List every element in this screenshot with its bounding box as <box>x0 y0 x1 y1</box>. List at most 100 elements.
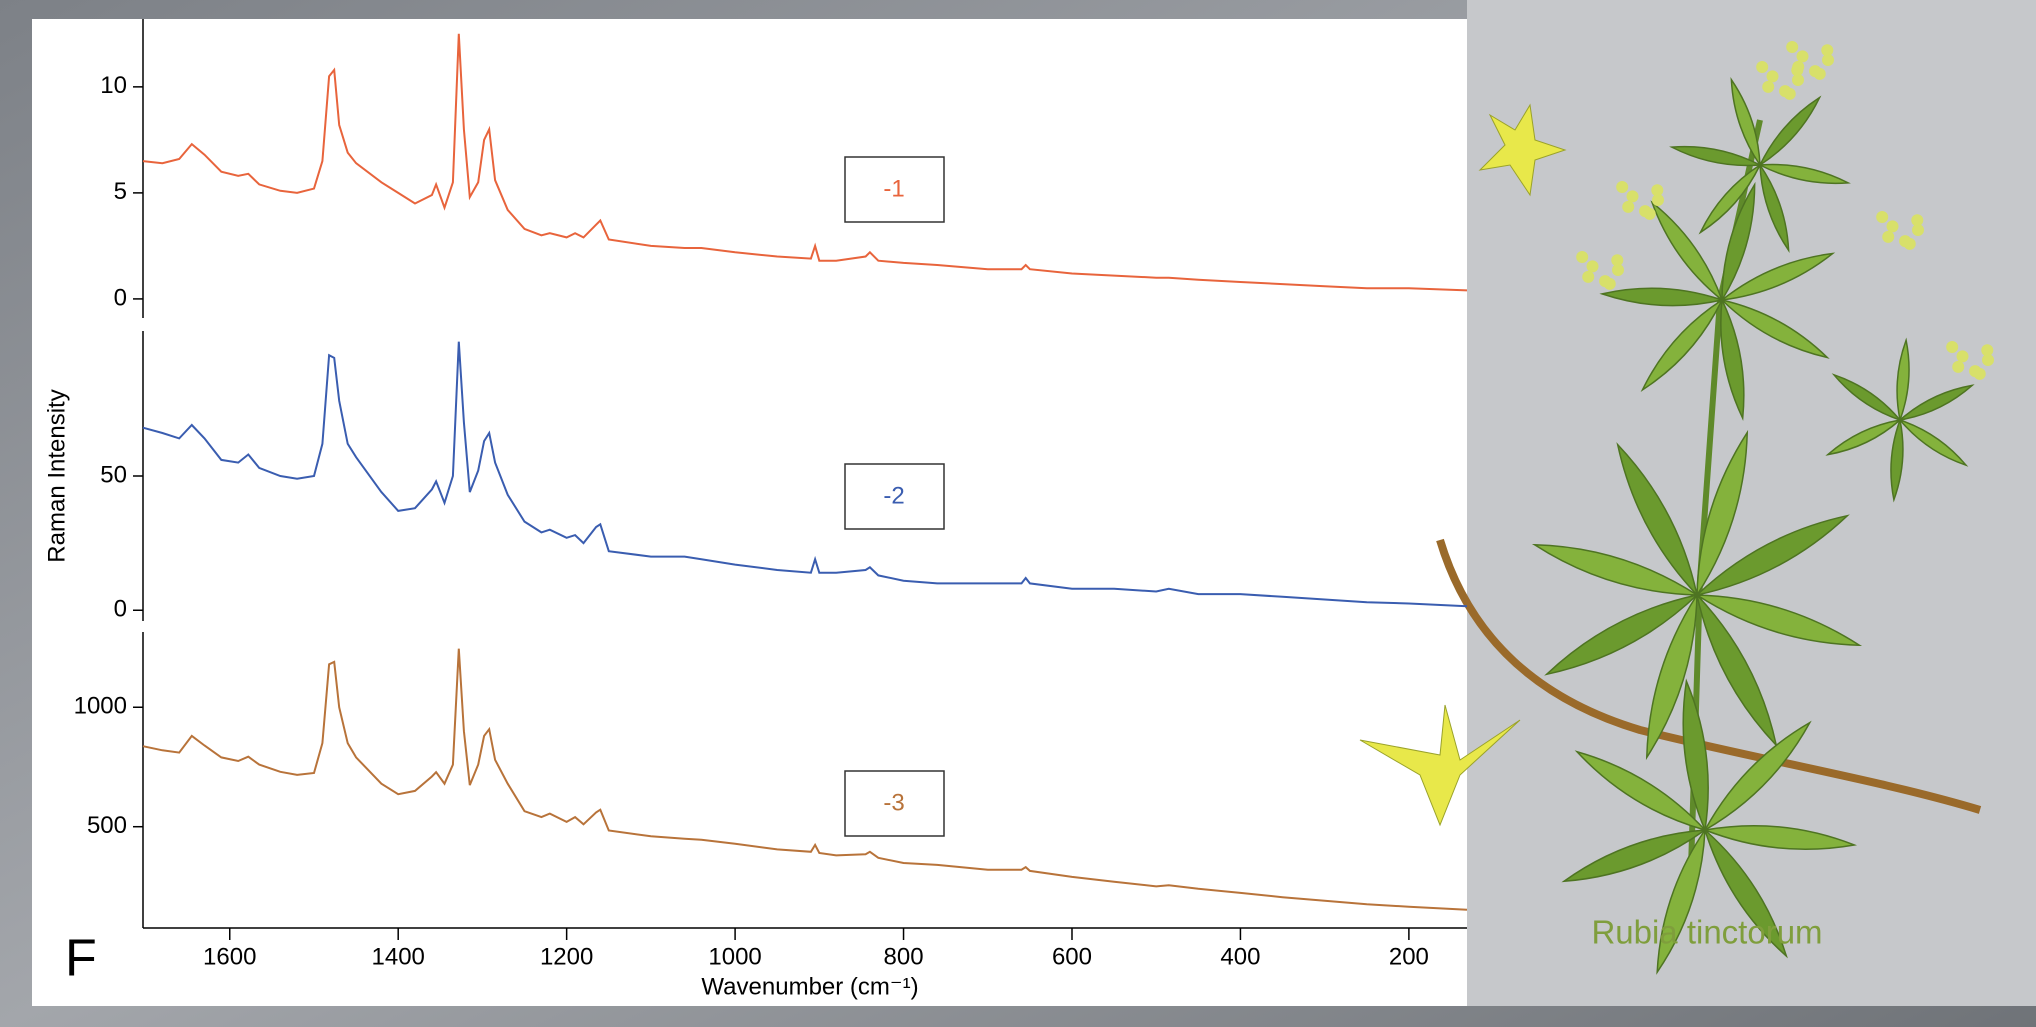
x-tick-label: 800 <box>884 943 924 970</box>
plots: 0 5 10 -1 0 50 -2 Raman Intensity 500 1000 -3 1600 1… <box>43 19 1468 1000</box>
flower-bud <box>1626 190 1639 203</box>
plant-illustration <box>1359 41 1994 975</box>
flower-bud <box>1616 181 1629 194</box>
leaf <box>1825 418 1903 456</box>
flower-bud <box>1576 251 1589 264</box>
x-tick-label: 1600 <box>203 943 256 970</box>
flower-bud <box>1586 260 1599 273</box>
leaf <box>1702 824 1858 851</box>
leaf <box>1831 373 1903 422</box>
leaf <box>1669 145 1763 167</box>
leaf <box>1682 678 1709 833</box>
flower-bud <box>1981 344 1994 357</box>
spectrum-line <box>142 33 1468 292</box>
flower-bud <box>1982 354 1994 366</box>
leaf <box>1890 417 1904 503</box>
spectrum-line <box>142 341 1468 608</box>
x-tick-label: 600 <box>1052 943 1092 970</box>
flower-bud <box>1876 211 1889 224</box>
leaf <box>1730 77 1761 168</box>
y-tick-label: 50 <box>100 461 127 488</box>
leaf <box>1721 181 1756 303</box>
flower-bud <box>1622 200 1635 213</box>
flower-bud <box>1651 184 1664 197</box>
y-tick-label: 0 <box>114 596 127 623</box>
leaf <box>1544 593 1700 676</box>
flower-bud <box>1821 44 1834 57</box>
leaf <box>1757 163 1851 185</box>
flower-bud <box>1582 270 1595 283</box>
flower-bud <box>1786 41 1799 54</box>
x-tick-label: 1000 <box>708 943 761 970</box>
leaf <box>1896 337 1910 423</box>
flower-bud <box>1946 341 1959 354</box>
x-tick-label: 1200 <box>540 943 593 970</box>
leaf <box>1719 298 1830 359</box>
flower-bud <box>1792 74 1804 86</box>
legend-box <box>844 156 945 223</box>
leaf <box>1759 162 1790 253</box>
root <box>1436 538 1982 814</box>
plot-panel <box>32 19 1467 1006</box>
flower-bud <box>1612 264 1624 276</box>
y-tick-label: 0 <box>114 284 127 311</box>
leaf <box>1897 384 1975 422</box>
y-tick-label: 500 <box>87 812 127 839</box>
leaf <box>1574 750 1708 832</box>
flower-bud <box>1882 230 1895 243</box>
leaf <box>1656 827 1706 975</box>
caption: Rubia tinctorum <box>1591 914 1822 951</box>
x-tick-label: 200 <box>1389 943 1429 970</box>
leaf <box>1703 827 1788 959</box>
y-tick-label: 10 <box>100 72 127 99</box>
flower-bud <box>1809 65 1822 78</box>
panel-label: F <box>65 930 97 988</box>
legend-box <box>844 463 945 530</box>
leaf <box>1696 429 1749 598</box>
leaf <box>1561 829 1708 883</box>
flower-bud <box>1599 275 1612 288</box>
flower-bud <box>1911 214 1924 227</box>
flower-bud <box>1766 70 1779 83</box>
flower-bud <box>1899 235 1912 248</box>
spectrum-line <box>142 648 1468 911</box>
flower-bud <box>1952 360 1965 373</box>
flower <box>1478 103 1567 197</box>
flower-bud <box>1886 220 1899 233</box>
leaf <box>1694 514 1850 597</box>
x-tick-label: 1400 <box>372 943 425 970</box>
flower-bud <box>1822 54 1834 66</box>
flower-bud <box>1969 365 1982 378</box>
y-tick-label: 1000 <box>74 693 127 720</box>
legend-box <box>844 770 945 837</box>
flower-bud <box>1796 50 1809 63</box>
flower-bud <box>1792 60 1805 73</box>
x-tick-label: 400 <box>1220 943 1260 970</box>
y-axis-label: Raman Intensity <box>43 389 70 562</box>
flower-bud <box>1779 85 1792 98</box>
leaf <box>1758 95 1822 168</box>
x-axis-label: Wavenumber (cm⁻¹) <box>701 973 918 1000</box>
y-tick-label: 5 <box>114 178 127 205</box>
legend-label: -1 <box>883 175 904 202</box>
legend-label: -2 <box>883 482 904 509</box>
flower-bud <box>1652 194 1664 206</box>
leaf <box>1599 287 1725 307</box>
flower-bud <box>1762 80 1775 93</box>
leaf <box>1616 442 1699 598</box>
leaf <box>1719 252 1836 302</box>
leaf <box>1897 418 1969 467</box>
flower-bud <box>1956 350 1969 363</box>
leaf <box>1703 720 1812 832</box>
legend-label: -3 <box>883 789 904 816</box>
flower-bud <box>1912 224 1924 236</box>
flower-bud <box>1756 61 1769 74</box>
leaf <box>1694 594 1863 647</box>
flower <box>1359 704 1521 827</box>
leaf <box>1531 543 1700 596</box>
leaf <box>1720 297 1745 421</box>
leaf <box>1640 297 1724 392</box>
leaf <box>1650 200 1724 303</box>
leaf <box>1645 592 1698 761</box>
